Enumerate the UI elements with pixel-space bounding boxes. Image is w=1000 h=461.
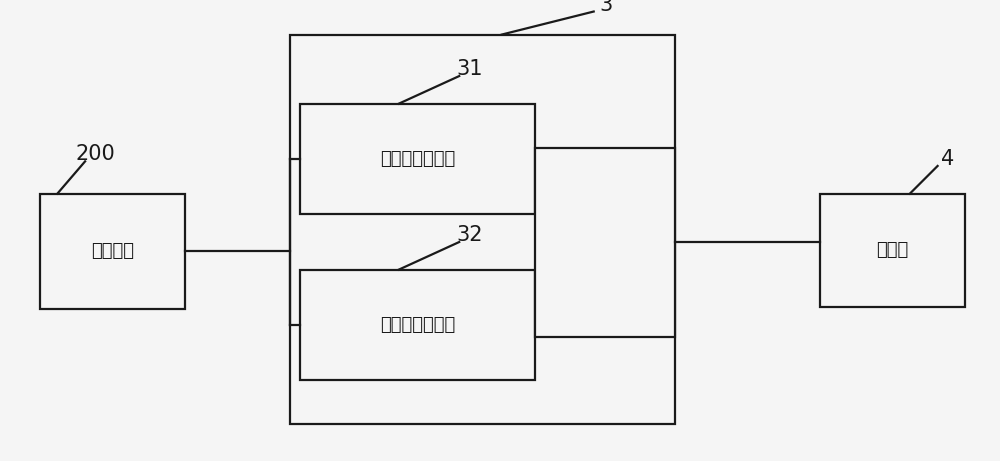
Text: 4: 4 [941, 149, 954, 169]
Text: 控制器: 控制器 [876, 241, 909, 259]
Bar [40, 194, 185, 309]
Bar [300, 270, 535, 380]
Text: 32: 32 [456, 225, 482, 245]
Bar [290, 35, 675, 424]
Text: 第二电压比较器: 第二电压比较器 [380, 316, 455, 334]
Text: 第一电压比较器: 第一电压比较器 [380, 150, 455, 168]
Bar [820, 194, 965, 307]
Text: 3: 3 [599, 0, 612, 15]
Text: 31: 31 [456, 59, 482, 79]
Bar [300, 104, 535, 214]
Text: 200: 200 [75, 144, 115, 165]
Text: 电池单体: 电池单体 [91, 242, 134, 260]
Bar [535, 148, 675, 337]
